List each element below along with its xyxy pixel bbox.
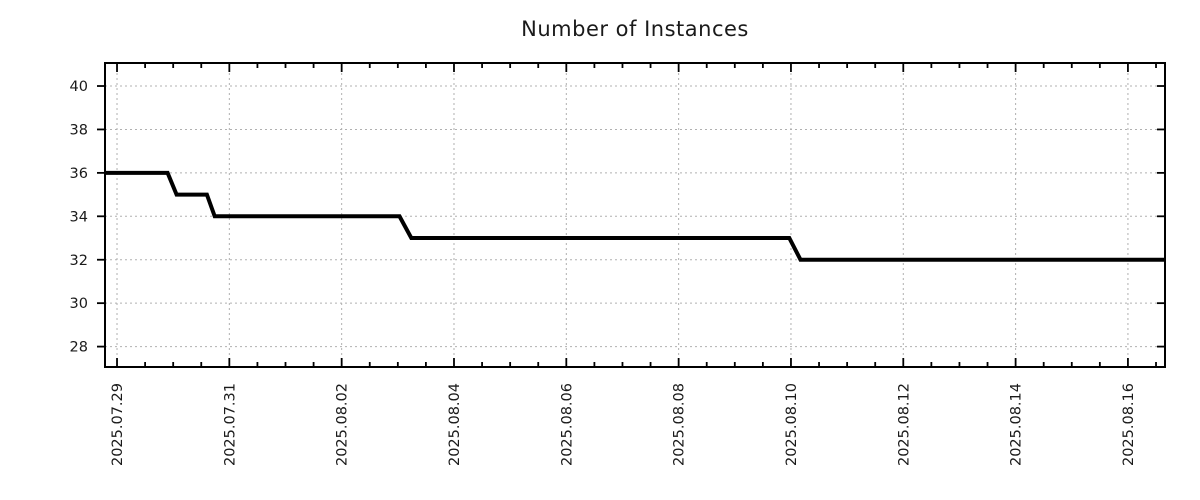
plot-border — [104, 62, 1166, 368]
x-tick-label: 2025.08.16 — [1121, 383, 1137, 466]
y-tick-label: 38 — [70, 123, 88, 139]
x-tick-label: 2025.07.29 — [110, 383, 126, 466]
x-tick-label: 2025.08.04 — [447, 383, 463, 466]
x-tick-label: 2025.08.12 — [896, 383, 912, 466]
series-line — [105, 170, 1165, 262]
y-tick-label: 36 — [70, 166, 88, 182]
y-tick-label: 32 — [70, 253, 88, 269]
x-tick-label: 2025.08.02 — [335, 383, 351, 466]
x-tick-label: 2025.07.31 — [222, 383, 238, 466]
y-tick-label: 30 — [70, 296, 88, 312]
x-tick-label: 2025.08.14 — [1009, 383, 1025, 466]
y-tick-label: 34 — [70, 209, 88, 225]
x-tick-label: 2025.08.06 — [559, 383, 575, 466]
x-tick-label: 2025.08.10 — [784, 383, 800, 466]
chart-title: Number of Instances — [521, 17, 749, 41]
y-tick-label: 28 — [70, 340, 88, 356]
x-tick-label: 2025.08.08 — [672, 383, 688, 466]
y-tick-label: 40 — [70, 79, 88, 95]
